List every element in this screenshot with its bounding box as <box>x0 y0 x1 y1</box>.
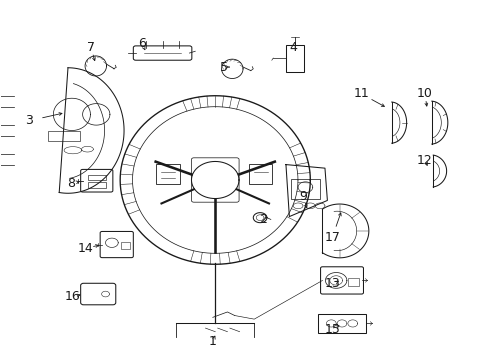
Text: 9: 9 <box>299 190 306 203</box>
Bar <box>317 314 366 333</box>
Text: 11: 11 <box>353 87 368 100</box>
Text: 14: 14 <box>78 242 94 255</box>
Text: 17: 17 <box>324 231 340 244</box>
Text: 1: 1 <box>208 335 216 348</box>
Bar <box>48 131 80 141</box>
Text: 4: 4 <box>289 41 297 54</box>
Text: 5: 5 <box>220 60 227 73</box>
Bar <box>156 164 180 184</box>
Bar <box>347 278 358 286</box>
Text: 10: 10 <box>416 87 432 100</box>
Text: 3: 3 <box>25 114 33 127</box>
Text: 16: 16 <box>65 290 81 303</box>
Bar <box>88 175 105 180</box>
Text: 7: 7 <box>87 41 95 54</box>
Text: 8: 8 <box>67 177 75 190</box>
Bar <box>286 45 304 72</box>
Bar <box>121 242 130 249</box>
Bar <box>248 164 272 184</box>
Bar <box>88 182 105 188</box>
Text: 13: 13 <box>324 278 340 291</box>
Text: 2: 2 <box>259 213 266 226</box>
Text: 15: 15 <box>324 323 340 336</box>
Text: 12: 12 <box>416 154 432 167</box>
Text: 6: 6 <box>138 37 146 50</box>
Bar <box>290 179 320 199</box>
